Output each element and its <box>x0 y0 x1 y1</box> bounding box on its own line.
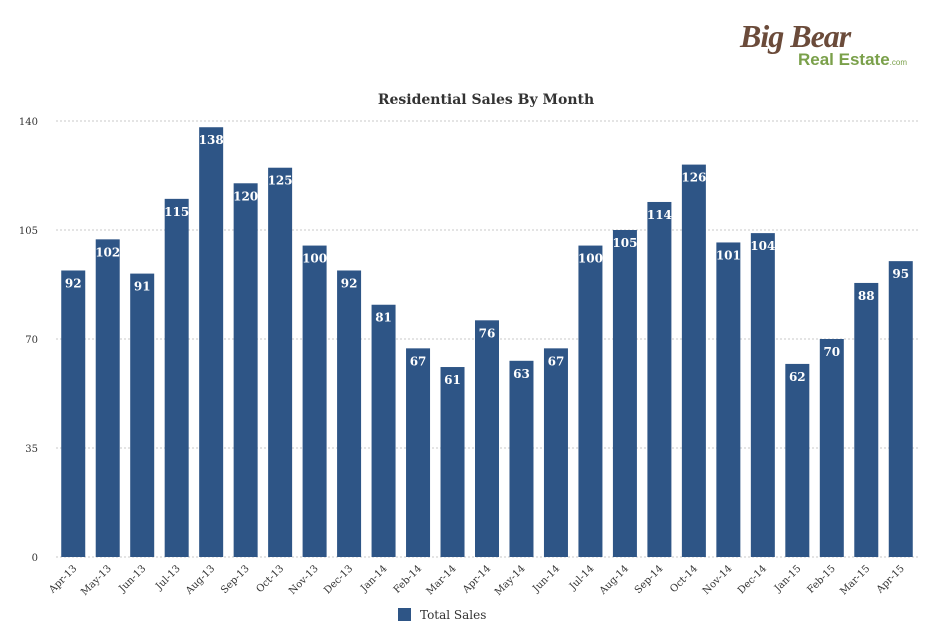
y-axis-ticks: 0 35 70 105 140 <box>19 117 38 564</box>
bar-Mar-15 <box>854 282 879 557</box>
x-tick-label: Nov-13 <box>287 563 321 597</box>
bar-value-label: 100 <box>302 252 327 266</box>
bar-value-label: 100 <box>578 252 603 266</box>
bar-value-label: 88 <box>858 289 875 303</box>
bar-value-label: 138 <box>199 133 224 147</box>
bar-value-label: 115 <box>164 205 189 219</box>
x-tick-label: Aug-14 <box>597 563 631 597</box>
x-tick-label: Apr-15 <box>874 563 907 596</box>
x-axis-ticks: Apr-13 May-13 Jun-13 Jul-13 Aug-13 Sep-13 Oct-… <box>46 563 906 598</box>
x-tick-label: May-14 <box>493 563 528 598</box>
x-tick-label: Jun-13 <box>117 563 149 595</box>
chart-title: Residential Sales By Month <box>378 92 594 108</box>
y-tick-label: 140 <box>19 117 38 128</box>
x-tick-label: Jan-15 <box>772 563 803 594</box>
bar-Dec-14 <box>750 233 775 557</box>
legend: Total Sales <box>398 608 486 622</box>
bar-Nov-13 <box>302 245 327 558</box>
bar-Dec-13 <box>337 270 362 557</box>
bar-Jul-13 <box>164 198 189 557</box>
bar-Aug-14 <box>612 230 637 557</box>
x-tick-label: Oct-14 <box>668 563 700 595</box>
bar-value-label: 101 <box>716 248 741 262</box>
x-tick-label: Oct-13 <box>254 563 286 595</box>
x-tick-label: Sep-14 <box>633 563 666 596</box>
bar-May-13 <box>95 239 120 558</box>
bar-labels: 92 102 91 115 138 120 125 100 92 81 67 61 76 63 67 100 1… <box>65 133 909 387</box>
logo-line1: Big Bear <box>740 18 851 54</box>
y-tick-label: 105 <box>19 226 38 237</box>
x-tick-label: Apr-14 <box>460 563 493 596</box>
bars <box>61 127 913 558</box>
y-tick-label: 35 <box>25 444 38 455</box>
bar-Feb-14 <box>406 348 431 557</box>
bar-Mar-14 <box>440 367 465 557</box>
bar-value-label: 92 <box>65 276 82 290</box>
bar-value-label: 92 <box>341 276 358 290</box>
bar-Feb-15 <box>819 339 844 557</box>
bar-Sep-13 <box>233 183 258 558</box>
bar-value-label: 67 <box>548 354 565 368</box>
bar-Jan-14 <box>371 304 396 557</box>
bar-value-label: 91 <box>134 280 151 294</box>
logo-line2-text: Real Estate <box>798 50 890 69</box>
x-tick-label: Dec-13 <box>322 563 355 596</box>
bar-Jun-14 <box>543 348 568 557</box>
legend-swatch <box>398 608 411 621</box>
big-bear-logo: Big Bear Real Estate.com <box>740 18 920 78</box>
x-tick-label: Mar-15 <box>838 563 872 597</box>
bar-value-label: 125 <box>268 174 293 188</box>
x-tick-label: Nov-14 <box>701 563 735 597</box>
bar-value-label: 76 <box>479 326 496 340</box>
x-tick-label: Mar-14 <box>425 563 459 597</box>
x-tick-label: Jun-14 <box>530 563 562 595</box>
bar-Sep-14 <box>647 201 672 557</box>
bar-Oct-14 <box>681 164 706 557</box>
bar-Apr-15 <box>888 261 913 557</box>
bar-value-label: 114 <box>647 208 672 222</box>
y-tick-label: 0 <box>32 553 38 564</box>
bar-value-label: 102 <box>95 245 120 259</box>
bar-Apr-14 <box>475 320 499 557</box>
bar-value-label: 70 <box>823 345 840 359</box>
bar-value-label: 105 <box>612 236 637 250</box>
bar-May-14 <box>509 360 534 557</box>
legend-label: Total Sales <box>420 608 486 622</box>
bar-Aug-13 <box>199 127 224 557</box>
bar-value-label: 126 <box>681 171 706 185</box>
bar-value-label: 62 <box>789 370 806 384</box>
x-tick-label: Jan-14 <box>358 563 389 594</box>
x-tick-label: Dec-14 <box>736 563 769 596</box>
bar-value-label: 67 <box>410 354 427 368</box>
bar-Nov-14 <box>716 242 741 557</box>
x-tick-label: Jul-14 <box>567 563 597 593</box>
bar-value-label: 120 <box>233 189 258 203</box>
bar-Jul-14 <box>578 245 603 558</box>
x-tick-label: Aug-13 <box>183 563 217 597</box>
bar-Jun-13 <box>130 273 155 557</box>
x-tick-label: Sep-13 <box>219 563 252 596</box>
bar-Oct-13 <box>268 167 293 557</box>
logo-line2: Real Estate.com <box>798 50 907 70</box>
bar-value-label: 61 <box>444 373 461 387</box>
bar-value-label: 104 <box>750 239 775 253</box>
y-tick-label: 70 <box>25 335 38 346</box>
logo-suffix: .com <box>889 58 908 67</box>
x-tick-label: Feb-15 <box>806 563 838 595</box>
x-tick-label: Apr-13 <box>46 563 79 596</box>
bar-value-label: 81 <box>375 311 392 325</box>
x-tick-label: Jul-13 <box>153 563 183 593</box>
x-tick-label: Feb-14 <box>392 563 424 595</box>
bar-Apr-13 <box>61 270 86 557</box>
bar-Jan-15 <box>785 363 810 557</box>
bar-value-label: 63 <box>513 367 530 381</box>
bar-value-label: 95 <box>892 267 909 281</box>
x-tick-label: May-13 <box>79 563 114 598</box>
